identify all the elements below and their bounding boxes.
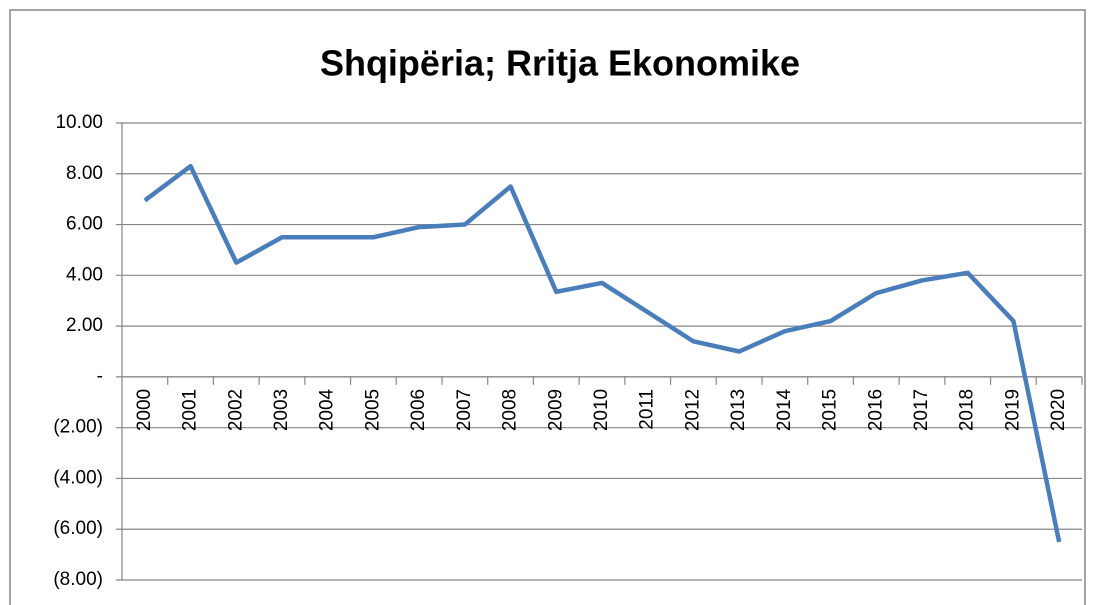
x-tick-label: 2014 (774, 388, 795, 431)
y-tick-label: 6.00 (66, 214, 103, 235)
y-tick-label: (4.00) (53, 467, 103, 488)
y-tick-label: 4.00 (66, 264, 103, 285)
y-tick-label: 10.00 (55, 112, 103, 133)
x-tick-label: 2009 (545, 389, 566, 431)
x-tick-label: 2005 (362, 389, 383, 431)
x-tick-label: 2018 (957, 389, 978, 431)
x-tick-label: 2004 (317, 388, 338, 431)
y-tick-label: 2.00 (66, 315, 103, 336)
x-tick-label: 2016 (865, 389, 886, 431)
y-tick-label: 8.00 (66, 163, 103, 184)
x-tick-label: 2019 (1002, 389, 1023, 431)
x-tick-label: 2007 (454, 389, 475, 431)
x-tick-label: 2011 (637, 389, 658, 430)
x-tick-label: 2001 (180, 389, 201, 431)
x-tick-label: 2003 (271, 389, 292, 431)
chart-title: Shqipëria; Rritja Ekonomike (320, 43, 800, 84)
y-tick-label: - (97, 366, 103, 387)
chart-frame (9, 9, 1086, 605)
y-tick-label: (8.00) (53, 569, 103, 590)
x-tick-label: 2012 (682, 389, 703, 431)
x-tick-label: 2000 (134, 389, 155, 431)
x-tick-label: 2002 (225, 389, 246, 431)
x-tick-label: 2006 (408, 389, 429, 431)
x-tick-label: 2015 (820, 389, 841, 431)
y-tick-label: (6.00) (53, 518, 103, 539)
x-tick-label: 2008 (500, 389, 521, 431)
x-tick-label: 2010 (591, 389, 612, 431)
line-series (143, 163, 1062, 543)
x-tick-label: 2020 (1048, 389, 1069, 431)
x-tick-label: 2013 (728, 389, 749, 431)
x-tick-label: 2017 (911, 389, 932, 431)
y-tick-label: (2.00) (53, 417, 103, 438)
